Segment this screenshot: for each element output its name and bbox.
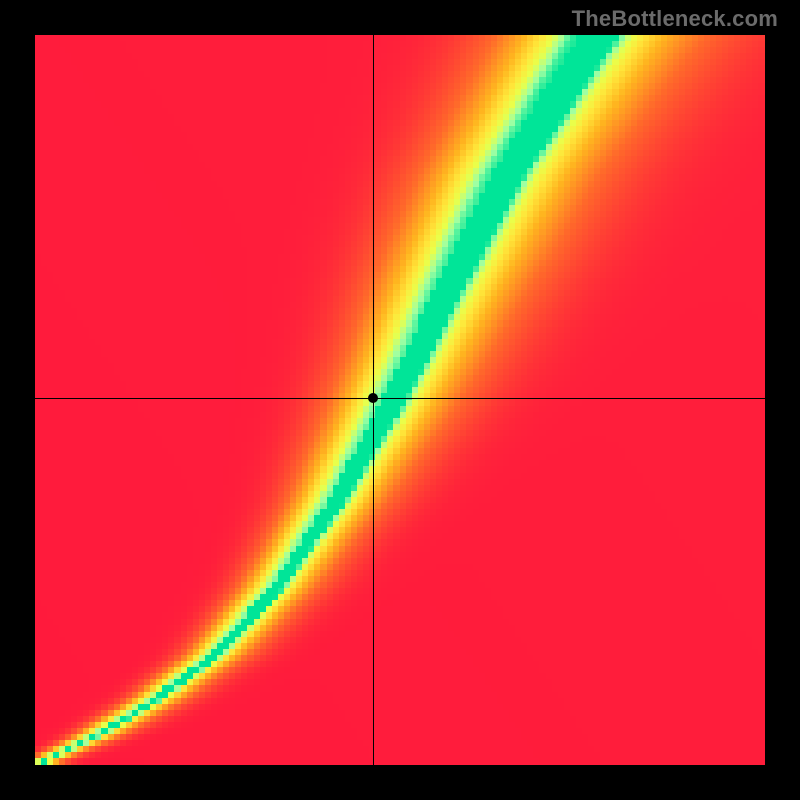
crosshair-marker bbox=[368, 393, 378, 403]
heatmap-canvas bbox=[35, 35, 765, 765]
heatmap-plot bbox=[35, 35, 765, 765]
watermark-text: TheBottleneck.com bbox=[572, 6, 778, 32]
crosshair-horizontal bbox=[35, 398, 765, 399]
